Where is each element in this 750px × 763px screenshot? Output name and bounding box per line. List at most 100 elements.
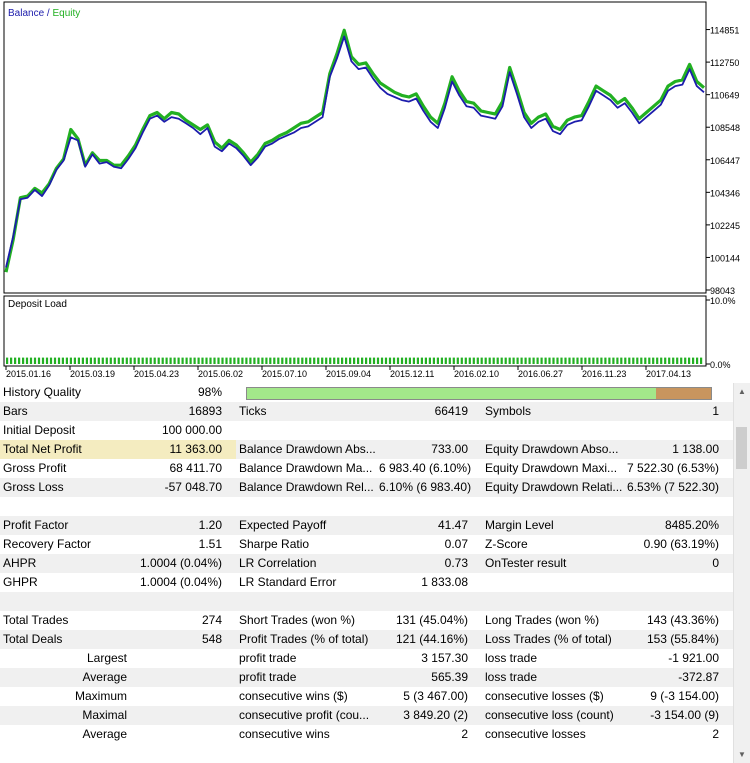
deposit-load-bar [69, 357, 72, 364]
metric-value: 2 [712, 727, 719, 741]
y-tick-label: 102245 [710, 221, 740, 231]
deposit-load-bar [161, 357, 164, 364]
deposit-load-bar [464, 357, 467, 364]
deposit-load-bar [329, 357, 332, 364]
arrow-down-icon: ▼ [738, 750, 746, 759]
metric-value: -372.87 [622, 668, 733, 687]
deposit-load-bar [672, 357, 675, 364]
deposit-load-bar [257, 357, 260, 364]
deposit-load-bar [185, 357, 188, 364]
x-tick-label: 2016.11.23 [582, 369, 626, 379]
metric-value: 0.73 [376, 554, 482, 573]
deposit-load-bar [588, 357, 591, 364]
metric-value: 565.39 [376, 668, 482, 687]
metric-label: consecutive losses [485, 727, 586, 741]
deposit-load-bar [680, 357, 683, 364]
deposit-load-bar [125, 357, 128, 364]
deposit-load-bar [22, 357, 25, 364]
metric-value: -1 921.00 [668, 651, 719, 665]
metric-label [482, 592, 622, 611]
metric-value: 100 000.00 [161, 423, 222, 437]
deposit-load-bar [700, 357, 703, 364]
report-scrollbar[interactable]: ▲ ▼ [733, 383, 750, 763]
deposit-load-bar [361, 357, 364, 364]
y-tick-label: 110649 [710, 91, 739, 101]
deposit-load-bar [321, 357, 324, 364]
deposit-load-bar [644, 357, 647, 364]
metric-label [236, 497, 376, 516]
scroll-up-button[interactable]: ▲ [734, 383, 750, 400]
x-tick-label: 2015.06.02 [198, 369, 243, 379]
metric-label: loss trade [485, 651, 538, 665]
deposit-load-bar [177, 357, 180, 364]
metric-label: Margin Level [482, 516, 622, 535]
metric-value [622, 592, 733, 611]
metric-label: LR Correlation [236, 554, 376, 573]
deposit-load-bar [372, 357, 376, 364]
deposit-load-bar [249, 357, 252, 364]
x-tick-label: 2017.04.13 [646, 369, 691, 379]
quality-bar-bad [656, 388, 711, 399]
y-tick-label: 112750 [710, 58, 739, 68]
deposit-load-bar [149, 357, 152, 364]
stats-table: Bars 16893 Ticks 66419 Symbols 1 Initial Depos… [0, 402, 733, 744]
deposit-load-bar [584, 357, 587, 364]
scroll-down-button[interactable]: ▼ [734, 746, 750, 763]
metric-value: 2 [461, 727, 468, 741]
deposit-load-bar [384, 357, 388, 364]
deposit-load-bar [624, 357, 627, 364]
metric-value [130, 687, 236, 706]
metric-value [376, 497, 482, 516]
deposit-load-bar [137, 357, 140, 364]
metric-value: 5 (3 467.00) [403, 689, 468, 703]
deposit-load-bar [309, 357, 312, 364]
chart-canvas: Balance / Equity 114851 112750 110649 10854… [3, 1, 740, 379]
deposit-load-bar [580, 357, 583, 364]
deposit-load-bar [456, 357, 459, 364]
deposit-load-bar [49, 357, 53, 364]
metric-label: Average [0, 668, 130, 687]
deposit-load-bar [205, 357, 208, 364]
x-tick-label: 2015.04.23 [134, 369, 179, 379]
deposit-load-bar [337, 357, 340, 364]
quality-row: History Quality 98% [0, 383, 733, 402]
deposit-load-bar [640, 357, 643, 364]
deposit-load-bar [560, 357, 563, 364]
deposit-load-bar [73, 357, 76, 364]
metric-label: Total Trades [3, 613, 69, 627]
deposit-load-bar [10, 357, 13, 364]
deposit-load-bar [293, 357, 296, 364]
deposit-load-bar [620, 357, 623, 364]
deposit-load-bar [325, 357, 328, 364]
metric-label: Loss Trades (% of total) [482, 630, 622, 649]
metric-label: Profit Factor [0, 516, 130, 535]
metric-label [0, 497, 130, 516]
metric-label: profit trade [239, 651, 297, 665]
deposit-load-bar [37, 357, 41, 364]
report-panel: History Quality 98% Bars 16893 Ticks 66419 S… [0, 383, 733, 763]
metric-value: -57 048.70 [130, 478, 236, 497]
deposit-load-bar [89, 357, 92, 364]
balance-equity-chart: Balance / Equity 114851 112750 110649 10854… [3, 1, 740, 379]
deposit-load-bar [660, 357, 663, 364]
quality-bar-good [247, 388, 657, 399]
metric-value: 6 983.40 (6.10%) [379, 461, 472, 475]
deposit-load-bar [365, 357, 368, 364]
deposit-load-bar [153, 357, 156, 364]
y-tick-label: 108548 [710, 123, 740, 133]
deposit-load-bar [209, 357, 212, 364]
deposit-load-bar [349, 357, 352, 364]
deposit-load-bar [229, 357, 232, 364]
report-row: Initial Deposit 100 000.00 [0, 421, 733, 440]
report-row: Recovery Factor 1.51 Sharpe Ratio 0.07 Z-Sco… [0, 535, 733, 554]
metric-value: 1 833.08 [421, 575, 468, 589]
y-tick-label: 100144 [710, 253, 740, 263]
report-row: Total Deals 548 Profit Trades (% of total)… [0, 630, 733, 649]
metric-value: 733.00 [376, 440, 482, 459]
deposit-load-bar [289, 357, 292, 364]
deposit-load-bar [484, 357, 487, 364]
deposit-load-bar [388, 357, 392, 364]
deposit-load-bar [93, 357, 96, 364]
scroll-thumb[interactable] [736, 427, 747, 469]
x-tick-label: 2015.01.16 [6, 369, 51, 379]
